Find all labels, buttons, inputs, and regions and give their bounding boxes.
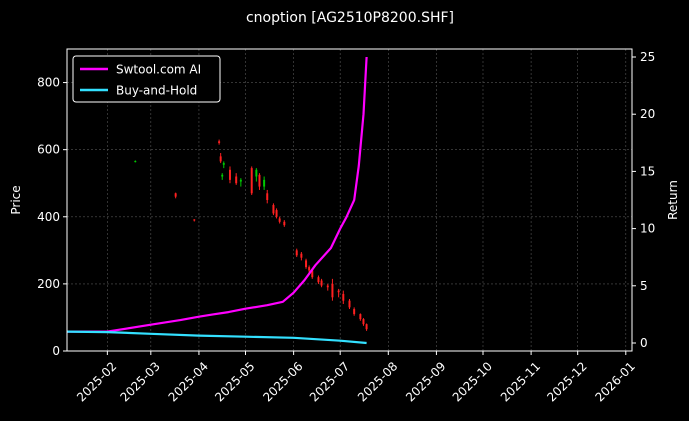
candle-body — [365, 324, 368, 330]
candle-body — [239, 179, 242, 182]
candle-body — [342, 293, 345, 301]
candle-body — [305, 260, 308, 268]
candle-body — [221, 174, 224, 177]
candle-body — [174, 193, 177, 197]
y-tick-label-left: 400 — [37, 210, 60, 224]
y-tick-label-right: 10 — [640, 222, 655, 236]
legend-frame — [72, 55, 221, 103]
candle-body — [326, 285, 329, 288]
candle-body — [258, 174, 261, 187]
x-tick-label: 2025-12 — [544, 359, 589, 404]
candle-body — [228, 169, 231, 180]
candle-body — [235, 176, 238, 184]
candle-body — [263, 179, 266, 187]
candle-body — [317, 277, 320, 283]
x-tick-label: 2025-06 — [260, 359, 305, 404]
series-line-buyhold — [66, 330, 367, 345]
candle-body — [308, 267, 311, 271]
candle-body — [353, 309, 356, 315]
y-tick-label-right: 5 — [640, 279, 648, 293]
y-tick-label-left: 0 — [52, 344, 60, 358]
candle-body — [193, 219, 196, 221]
candle-body — [134, 161, 137, 163]
legend-label-strategy: Swtool.com AI — [116, 63, 201, 77]
plot-frame — [66, 48, 633, 352]
y-axis-label-right: Return — [666, 180, 680, 220]
candle-body — [255, 169, 258, 177]
x-tick-label: 2025-09 — [403, 359, 448, 404]
y-tick-label-left: 600 — [37, 143, 60, 157]
candle-body — [266, 193, 269, 200]
legend-label-buyhold: Buy-and-Hold — [116, 84, 197, 98]
y-axis-label-left: Price — [9, 185, 23, 214]
y-tick-label-left: 800 — [37, 76, 60, 90]
y-tick-label-left: 200 — [37, 277, 60, 291]
candle-body — [218, 141, 221, 143]
x-tick-label: 2025-10 — [450, 359, 495, 404]
candle-body — [278, 218, 281, 222]
x-tick-label: 2025-02 — [74, 359, 119, 404]
candle-body — [348, 300, 351, 308]
candle-body — [331, 283, 334, 298]
candle-body — [311, 270, 314, 278]
candle-body — [283, 221, 286, 226]
candle-body — [300, 253, 303, 258]
candle-body — [362, 319, 365, 325]
x-tick-label: 2025-08 — [355, 359, 400, 404]
series-line-strategy — [67, 56, 368, 333]
candle-body — [250, 168, 253, 194]
legend: Swtool.com AI Buy-and-Hold — [72, 55, 221, 103]
x-tick-label: 2025-11 — [498, 359, 543, 404]
x-tick-label: 2025-03 — [118, 359, 163, 404]
candle-body — [219, 156, 222, 162]
x-tick-label: 2025-04 — [166, 359, 211, 404]
y-tick-label-right: 15 — [640, 164, 655, 178]
candle-body — [295, 250, 298, 256]
candle-body — [320, 280, 323, 286]
x-tick-label: 2026-01 — [592, 359, 637, 404]
y-tick-label-right: 20 — [640, 107, 655, 121]
chart-title: cnoption [AG2510P8200.SHF] — [246, 10, 454, 26]
candle-body — [222, 163, 225, 165]
x-tick-label: 2025-07 — [307, 359, 352, 404]
y-tick-label-right: 0 — [640, 336, 648, 350]
return-lines — [66, 56, 368, 345]
x-tick-label: 2025-05 — [212, 359, 257, 404]
candlesticks — [134, 139, 368, 331]
y-tick-label-right: 25 — [640, 50, 655, 64]
candle-body — [337, 290, 340, 293]
candle-body — [272, 205, 275, 214]
candle-body — [275, 210, 278, 217]
candle-body — [359, 314, 362, 320]
